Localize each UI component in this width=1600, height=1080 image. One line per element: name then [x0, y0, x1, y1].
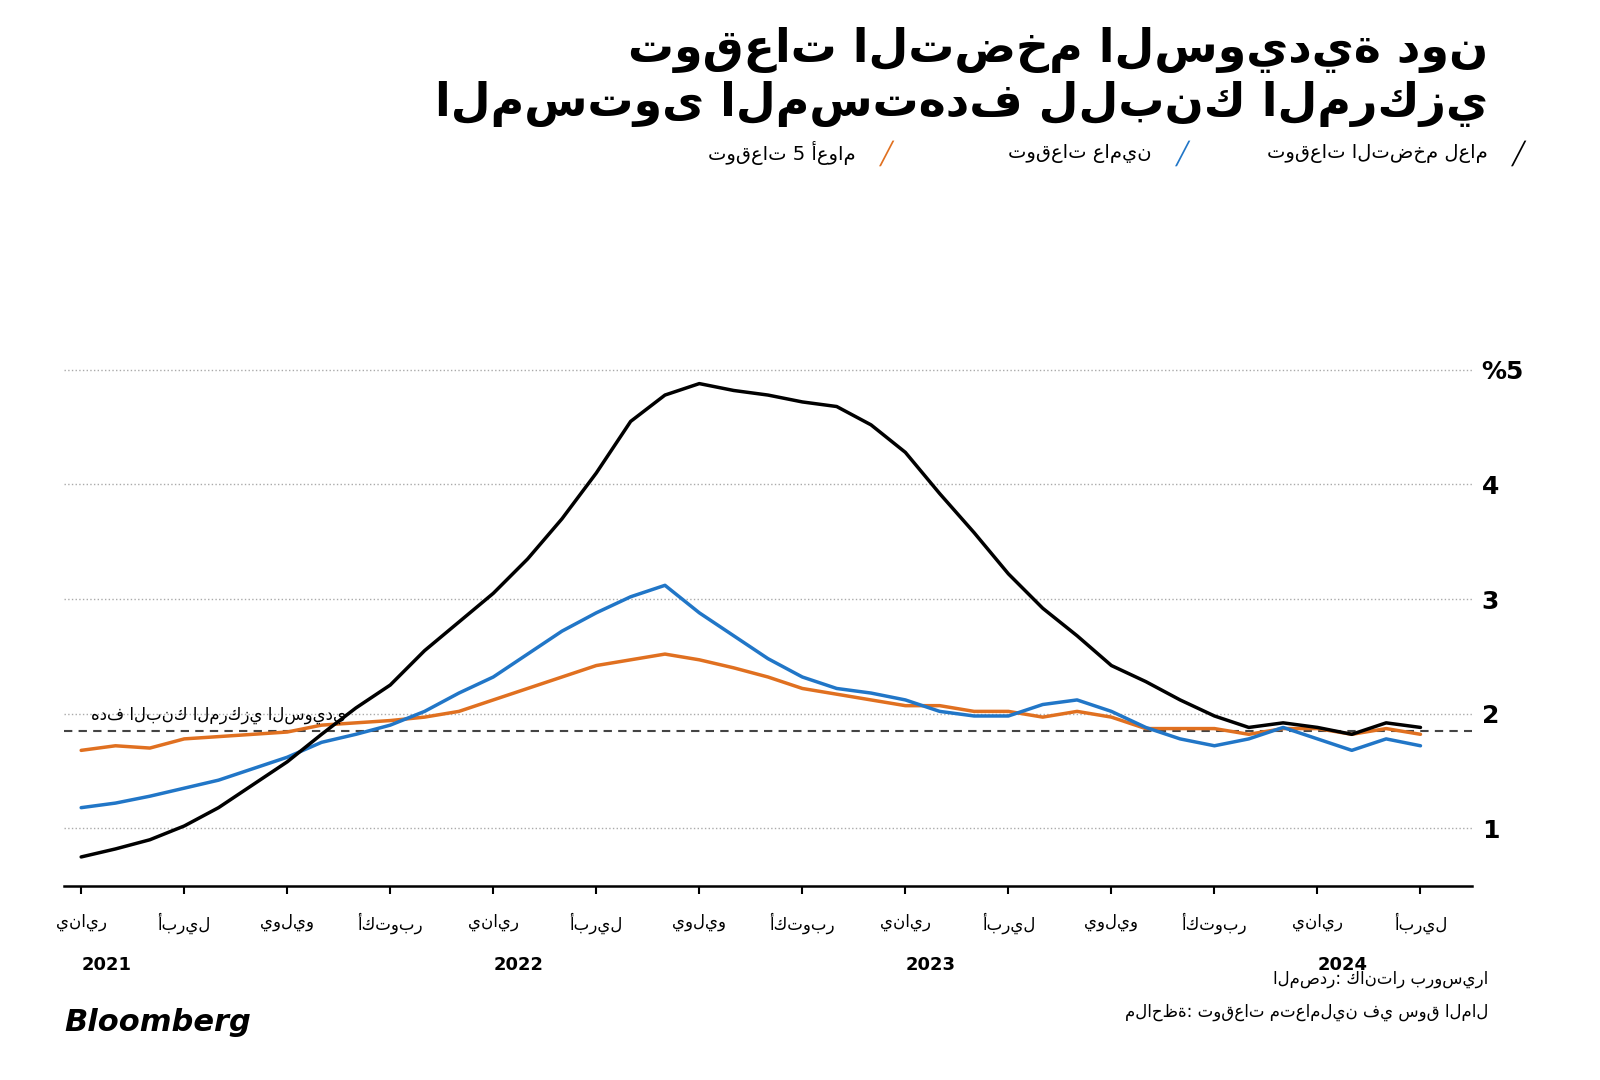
Text: أبريل: أبريل: [570, 913, 622, 934]
Text: Bloomberg: Bloomberg: [64, 1008, 251, 1037]
Text: توقعات عامين: توقعات عامين: [1008, 144, 1152, 163]
Text: يوليو: يوليو: [672, 913, 726, 931]
Text: المصدر: كانتار بروسيرا: المصدر: كانتار بروسيرا: [1272, 970, 1488, 988]
Text: 2021: 2021: [82, 956, 131, 974]
Text: ╱: ╱: [1512, 140, 1525, 166]
Text: 2024: 2024: [1317, 956, 1368, 974]
Text: أكتوبر: أكتوبر: [357, 913, 422, 934]
Text: يناير: يناير: [1291, 913, 1342, 931]
Text: 2022: 2022: [493, 956, 544, 974]
Text: ملاحظة: توقعات متعاملين في سوق المال: ملاحظة: توقعات متعاملين في سوق المال: [1125, 1002, 1488, 1021]
Text: هدف البنك المركزي السويدي: هدف البنك المركزي السويدي: [91, 706, 347, 724]
Text: يناير: يناير: [880, 913, 931, 931]
Text: ╱: ╱: [1176, 140, 1189, 166]
Text: توقعات التضخم لعام: توقعات التضخم لعام: [1267, 144, 1488, 163]
Text: يوليو: يوليو: [1085, 913, 1139, 931]
Text: المستوى المستهدف للبنك المركزي: المستوى المستهدف للبنك المركزي: [435, 81, 1488, 127]
Text: ╱: ╱: [880, 140, 893, 166]
Text: أكتوبر: أكتوبر: [770, 913, 835, 934]
Text: توقعات التضخم السويدية دون: توقعات التضخم السويدية دون: [627, 27, 1488, 73]
Text: يناير: يناير: [56, 913, 107, 931]
Text: أبريل: أبريل: [982, 913, 1035, 934]
Text: 2023: 2023: [906, 956, 955, 974]
Text: يناير: يناير: [467, 913, 518, 931]
Text: أكتوبر: أكتوبر: [1182, 913, 1248, 934]
Text: أبريل: أبريل: [1394, 913, 1446, 934]
Text: توقعات 5 أعوام: توقعات 5 أعوام: [709, 141, 856, 165]
Text: يوليو: يوليو: [261, 913, 314, 931]
Text: أبريل: أبريل: [157, 913, 211, 934]
